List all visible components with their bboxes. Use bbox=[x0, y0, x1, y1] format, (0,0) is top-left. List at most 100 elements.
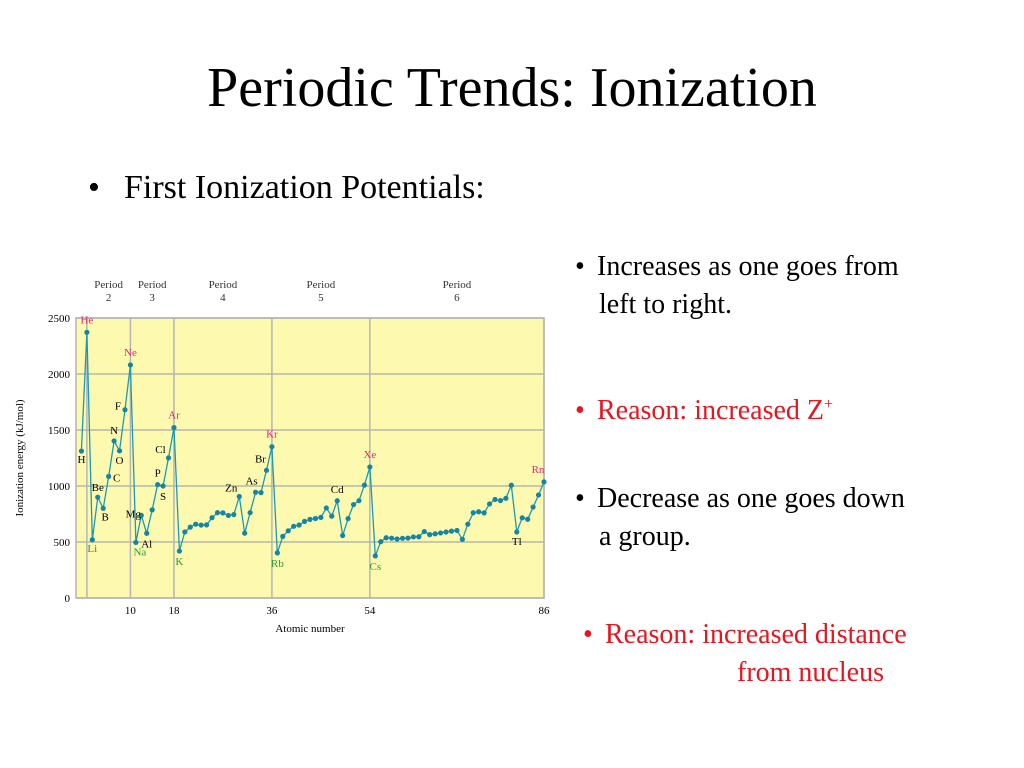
data-point bbox=[329, 513, 335, 519]
data-point bbox=[209, 515, 215, 521]
element-label-n: N bbox=[110, 425, 118, 437]
data-point bbox=[525, 516, 531, 522]
period-label: Period bbox=[138, 279, 167, 291]
element-label-be: Be bbox=[92, 482, 104, 494]
data-point bbox=[514, 529, 520, 535]
x-tick-label: 18 bbox=[168, 605, 180, 617]
data-point bbox=[323, 505, 329, 511]
data-point bbox=[160, 483, 166, 489]
element-label-cl: Cl bbox=[155, 444, 165, 456]
main-bullet: • First Ionization Potentials: bbox=[88, 166, 485, 210]
slide-title: Periodic Trends: Ionization bbox=[207, 57, 817, 119]
data-point bbox=[454, 527, 460, 534]
data-point bbox=[394, 536, 400, 542]
data-point bbox=[541, 479, 547, 485]
data-point bbox=[187, 524, 193, 530]
element-label-cs: Cs bbox=[369, 561, 381, 573]
element-label-rn: Rn bbox=[532, 464, 545, 476]
y-tick-label: 2000 bbox=[48, 369, 71, 381]
data-point bbox=[155, 482, 161, 488]
point-3-line2: a group. bbox=[599, 521, 691, 552]
data-point bbox=[220, 510, 226, 516]
data-point bbox=[78, 448, 85, 454]
data-point bbox=[508, 482, 514, 488]
period-number: 6 bbox=[454, 292, 460, 304]
period-number: 3 bbox=[149, 292, 155, 304]
data-point bbox=[171, 425, 177, 431]
bullet-dot: • bbox=[583, 619, 593, 650]
data-point bbox=[356, 498, 362, 504]
data-point bbox=[405, 535, 411, 541]
x-tick-label: 86 bbox=[539, 605, 551, 617]
data-point bbox=[89, 537, 95, 543]
bullet-dot: • bbox=[575, 483, 585, 514]
point-decrease: • Decrease as one goes down a group. bbox=[575, 480, 905, 556]
point-4-line2: from nucleus bbox=[737, 657, 884, 688]
data-point bbox=[372, 553, 378, 559]
data-point bbox=[138, 512, 144, 518]
element-label-zn: Zn bbox=[225, 483, 238, 495]
data-point bbox=[497, 497, 504, 504]
data-point bbox=[399, 535, 406, 541]
element-label-cd: Cd bbox=[331, 484, 344, 496]
data-point bbox=[383, 535, 389, 541]
data-point bbox=[133, 539, 139, 546]
element-label-ar: Ar bbox=[168, 410, 180, 422]
data-point bbox=[296, 522, 302, 528]
data-point bbox=[503, 495, 509, 501]
ionization-chart: 0 500 1000 1500 2000 2500 10 18 36 54 86 Period 2 Per… bbox=[10, 270, 560, 650]
data-point bbox=[106, 473, 112, 479]
data-point bbox=[378, 539, 384, 545]
data-point bbox=[198, 522, 204, 528]
element-label-f: F bbox=[115, 401, 121, 413]
data-point bbox=[193, 521, 199, 527]
y-tick-label: 2500 bbox=[48, 313, 71, 325]
data-point bbox=[274, 550, 280, 556]
data-point bbox=[318, 514, 324, 520]
data-point bbox=[116, 448, 123, 454]
data-point bbox=[214, 510, 221, 516]
point-reason-distance: • Reason: increased distance from nucleus bbox=[583, 616, 907, 692]
data-point bbox=[470, 510, 476, 516]
data-point bbox=[307, 516, 313, 522]
data-point bbox=[95, 494, 101, 500]
data-point bbox=[367, 464, 373, 470]
data-point bbox=[361, 482, 368, 488]
data-point bbox=[350, 501, 357, 508]
period-label: Period bbox=[443, 279, 472, 291]
element-label-he: He bbox=[80, 314, 93, 326]
element-label-ne: Ne bbox=[124, 347, 137, 359]
period-number: 4 bbox=[220, 292, 226, 304]
data-point bbox=[427, 532, 433, 538]
data-point bbox=[481, 510, 487, 516]
element-label-kr: Kr bbox=[266, 429, 278, 441]
plot-background bbox=[76, 318, 544, 598]
x-axis-label: Atomic number bbox=[275, 623, 345, 635]
data-point bbox=[530, 504, 536, 510]
data-point bbox=[459, 536, 465, 542]
data-point bbox=[144, 530, 150, 536]
data-point bbox=[127, 362, 134, 368]
point-2-line1: Reason: increased Z bbox=[597, 395, 825, 426]
data-point bbox=[242, 530, 248, 536]
element-label-h: H bbox=[77, 454, 85, 466]
x-tick-label: 10 bbox=[125, 605, 137, 617]
data-point bbox=[416, 534, 422, 540]
element-label-b: B bbox=[102, 511, 109, 523]
data-point bbox=[421, 528, 427, 535]
data-point bbox=[111, 438, 117, 444]
data-point bbox=[432, 531, 438, 537]
point-1-line1: Increases as one goes from bbox=[597, 251, 899, 282]
data-point bbox=[258, 490, 264, 496]
data-point bbox=[204, 522, 210, 528]
element-label-p: P bbox=[155, 468, 161, 480]
data-point bbox=[345, 515, 351, 522]
point-1-line2: left to right. bbox=[599, 289, 732, 320]
data-point bbox=[301, 518, 308, 524]
period-label: Period bbox=[94, 279, 123, 291]
data-point bbox=[519, 515, 525, 521]
element-label-xe: Xe bbox=[363, 449, 376, 461]
element-label-mg: Mg bbox=[126, 508, 142, 520]
element-label-c: C bbox=[113, 472, 120, 484]
data-point bbox=[443, 529, 449, 535]
